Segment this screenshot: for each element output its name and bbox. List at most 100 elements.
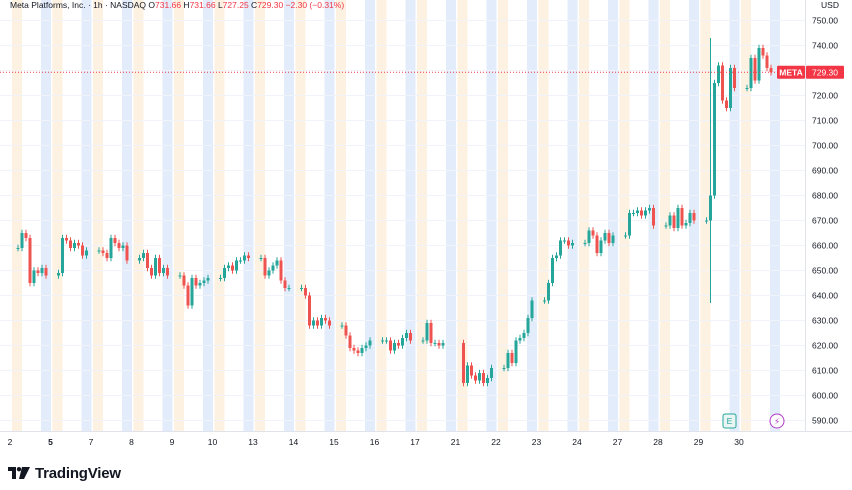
premarket-band bbox=[608, 0, 618, 431]
session-bands bbox=[12, 0, 780, 431]
candle-body bbox=[113, 238, 117, 243]
candle-body bbox=[745, 88, 749, 89]
candle-body bbox=[267, 270, 271, 276]
price-tick-label: 680.00 bbox=[812, 191, 838, 201]
candle-body bbox=[486, 378, 489, 383]
price-tick-label: 630.00 bbox=[812, 316, 838, 326]
afterhours-band bbox=[619, 0, 630, 431]
candle-body bbox=[389, 340, 392, 351]
premarket-band bbox=[324, 0, 335, 431]
candle-body bbox=[243, 255, 246, 261]
candle-body bbox=[259, 258, 263, 259]
high-value: 731.66 bbox=[189, 0, 216, 10]
candle-body bbox=[166, 268, 169, 276]
candle-body bbox=[142, 253, 145, 258]
candle-body bbox=[287, 288, 291, 289]
candle-body bbox=[356, 350, 360, 353]
low-label: L bbox=[217, 0, 223, 10]
candle-body bbox=[567, 240, 570, 246]
candle-body bbox=[393, 343, 396, 351]
candle-body bbox=[146, 253, 149, 268]
afterhours-band bbox=[376, 0, 387, 431]
footer: TradingView bbox=[8, 463, 121, 483]
candle-body bbox=[405, 333, 408, 338]
symbol-tag-bg bbox=[777, 65, 805, 79]
time-tick-label: 8 bbox=[129, 437, 134, 447]
price-tick-label: 720.00 bbox=[812, 91, 838, 101]
candle-body bbox=[401, 338, 404, 346]
candle-body bbox=[227, 265, 230, 268]
candle-body bbox=[482, 373, 485, 383]
candle-body bbox=[530, 300, 534, 318]
close-value: 729.30 bbox=[257, 0, 284, 10]
candle-body bbox=[749, 58, 753, 88]
dividend-marker-circle bbox=[769, 413, 785, 429]
candle-body bbox=[316, 320, 319, 326]
price-tick-label: 650.00 bbox=[812, 266, 838, 276]
price-tick-label: 740.00 bbox=[812, 41, 838, 51]
time-tick-label: 27 bbox=[613, 437, 623, 447]
brand-name: TradingView bbox=[35, 464, 121, 482]
premarket-band bbox=[284, 0, 294, 431]
candle-body bbox=[202, 280, 206, 283]
candle-body bbox=[470, 365, 473, 376]
candle-body bbox=[271, 265, 275, 271]
candle-body bbox=[555, 255, 558, 258]
candle-body bbox=[57, 273, 60, 276]
candle-body bbox=[28, 238, 32, 283]
time-tick-label: 16 bbox=[370, 437, 380, 447]
candle-body bbox=[522, 333, 526, 338]
candle-body bbox=[429, 323, 433, 343]
afterhours-band bbox=[214, 0, 225, 431]
candle-body bbox=[312, 320, 315, 326]
earnings-marker-label: E bbox=[727, 416, 733, 426]
candle-body bbox=[603, 233, 607, 241]
premarket-band bbox=[162, 0, 173, 431]
candle-body bbox=[69, 240, 72, 248]
earnings-marker-box bbox=[722, 413, 737, 429]
candle-body bbox=[20, 233, 24, 248]
candle-body bbox=[186, 285, 190, 306]
lightning-icon: ⚡ bbox=[774, 418, 780, 428]
afterhours-band bbox=[700, 0, 711, 431]
candle-body bbox=[563, 240, 566, 242]
candle-body bbox=[466, 365, 469, 383]
candle-body bbox=[24, 233, 28, 238]
afterhours-band bbox=[295, 0, 306, 431]
candle-body bbox=[44, 268, 48, 276]
candle-body bbox=[381, 340, 384, 342]
tradingview-logo-icon bbox=[8, 467, 30, 479]
candle-body bbox=[360, 348, 364, 353]
candle-body bbox=[640, 210, 643, 216]
candle-body bbox=[607, 233, 611, 243]
candle-body bbox=[263, 258, 267, 276]
candle-body bbox=[121, 245, 125, 248]
premarket-band bbox=[405, 0, 416, 431]
afterhours-band bbox=[498, 0, 508, 431]
candle-body bbox=[680, 208, 684, 226]
afterhours-band bbox=[660, 0, 670, 431]
candle-body bbox=[591, 230, 595, 236]
candle-body bbox=[138, 258, 141, 261]
premarket-band bbox=[446, 0, 456, 431]
price-tick-label: 620.00 bbox=[812, 341, 838, 351]
candle-body bbox=[36, 270, 40, 273]
time-axis: 2 5 7 8 9 10 13 14 15 16 17 21 22 23 24 27 28 29 30 bbox=[0, 431, 852, 447]
candle-body bbox=[721, 65, 724, 101]
candle-body bbox=[219, 278, 222, 279]
candle-body bbox=[81, 245, 84, 256]
candle-body bbox=[348, 335, 352, 348]
symbol-legend: Meta Platforms, Inc. · 1h · NASDAQ O731.… bbox=[10, 0, 344, 10]
candle-body bbox=[672, 215, 676, 228]
time-tick-label: 22 bbox=[491, 437, 501, 447]
premarket-band bbox=[770, 0, 780, 431]
candle-body bbox=[559, 240, 562, 256]
candle-body bbox=[235, 260, 238, 271]
premarket-band bbox=[365, 0, 375, 431]
candle-body bbox=[352, 348, 356, 351]
currency-label: USD bbox=[821, 0, 839, 10]
candle-body bbox=[587, 230, 591, 243]
candle-body bbox=[514, 340, 518, 363]
